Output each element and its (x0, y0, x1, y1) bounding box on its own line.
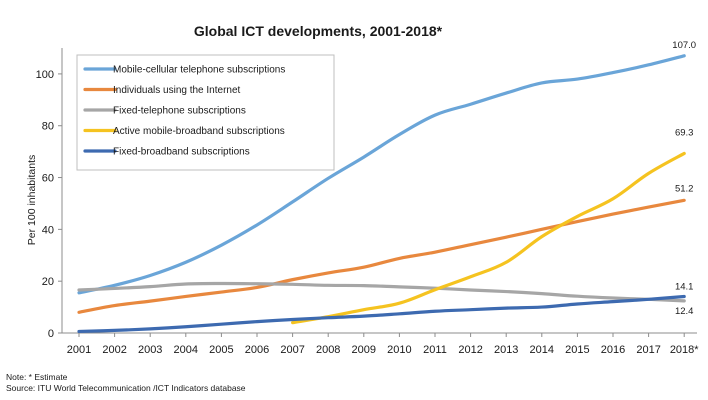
series-line-2 (77, 281, 686, 303)
footer-note: Note: * Estimate (6, 372, 68, 382)
data-label-end-3: 69.3 (675, 127, 694, 138)
series-line-4 (77, 294, 686, 334)
y-tick-label: 80 (42, 121, 54, 133)
x-tick-label: 2005 (209, 344, 233, 356)
legend-entry-3: Active mobile-broadband subscriptions (113, 126, 285, 137)
chart-title: Global ICT developments, 2001-2018* (194, 23, 443, 39)
data-label-end-4: 14.1 (675, 281, 694, 292)
y-tick-label: 100 (36, 69, 54, 81)
data-labels: 107.0 51.2 12.4 69.3 14.1 (672, 40, 696, 317)
legend-entry-4: Fixed-broadband subscriptions (113, 147, 250, 158)
y-axis-label-group: Per 100 inhabitants (26, 155, 38, 245)
x-tick-label: 2002 (102, 344, 126, 356)
y-ticks: 0 20 40 60 80 100 (36, 69, 62, 340)
legend-entry-0: Mobile-cellular telephone subscriptions (113, 65, 285, 76)
y-tick-label: 60 (42, 173, 54, 185)
legend: Mobile-cellular telephone subscriptions I… (76, 54, 335, 171)
x-tick-label: 2014 (530, 344, 554, 356)
x-tick-label: 2011 (423, 344, 447, 356)
x-ticks: 2001 2002 2003 2004 2005 2006 2007 2008 2009 2010… (67, 333, 699, 356)
series-line-0 (77, 54, 686, 295)
legend-box (76, 54, 335, 171)
data-label-end-1: 51.2 (675, 183, 694, 194)
x-tick-label: 2013 (494, 344, 518, 356)
x-tick-label: 2012 (458, 344, 482, 356)
x-tick-label: 2009 (352, 344, 376, 356)
y-tick-label: 40 (42, 224, 54, 236)
x-tick-label: 2008 (316, 344, 340, 356)
y-tick-label: 0 (48, 328, 54, 340)
series-line-3 (291, 151, 686, 325)
x-tick-label: 2015 (565, 344, 589, 356)
data-label-end-2: 12.4 (675, 306, 694, 317)
y-tick-label: 20 (42, 276, 54, 288)
y-axis-label: Per 100 inhabitants (26, 155, 38, 245)
data-label-end-0: 107.0 (672, 40, 696, 51)
series-lines (77, 54, 686, 334)
x-tick-label: 2001 (67, 344, 91, 356)
x-tick-label: 2016 (601, 344, 625, 356)
legend-entry-2: Fixed-telephone subscriptions (113, 106, 246, 117)
x-tick-label: 2003 (138, 344, 162, 356)
axes (61, 48, 697, 334)
x-tick-label: 2010 (387, 344, 411, 356)
x-tick-label: 2006 (245, 344, 269, 356)
x-tick-label: 2007 (280, 344, 304, 356)
series-line-1 (77, 198, 686, 314)
x-tick-label: 2017 (636, 344, 660, 356)
x-tick-label: 2004 (174, 344, 198, 356)
legend-entry-1: Individuals using the Internet (113, 85, 241, 96)
footer-source: Source: ITU World Telecommunication /ICT… (6, 383, 246, 393)
x-tick-label: 2018* (670, 344, 699, 356)
